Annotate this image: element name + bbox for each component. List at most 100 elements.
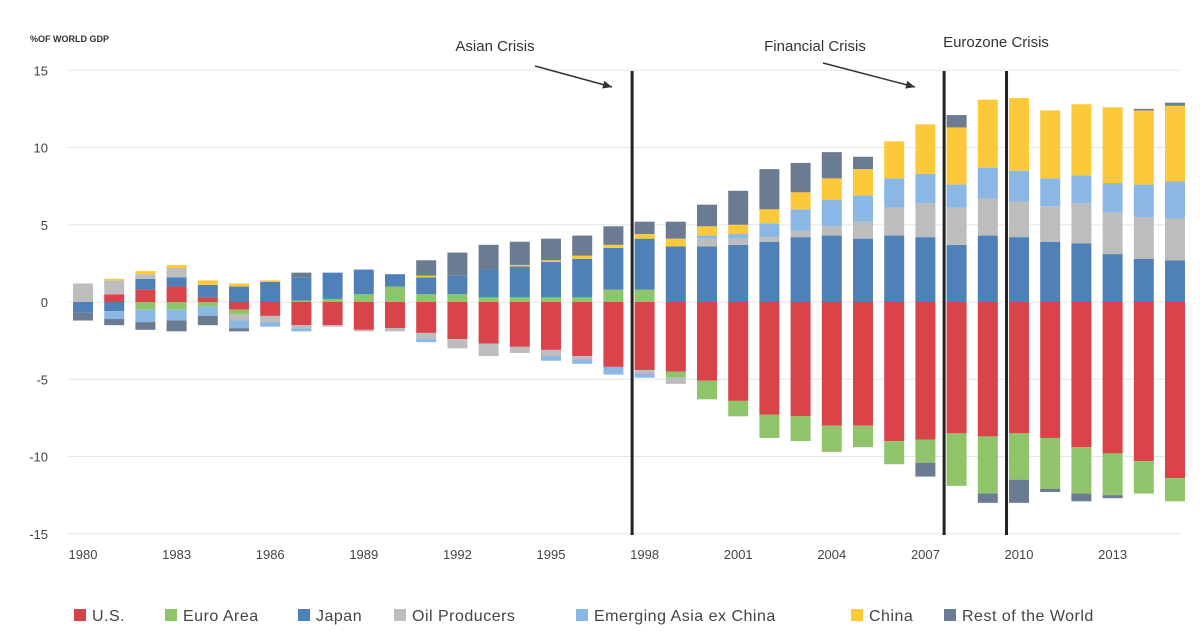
bar-segment	[728, 224, 749, 235]
bar-segment	[572, 255, 593, 259]
legend-label: Rest of the World	[962, 608, 1094, 625]
x-tick-label: 2007	[911, 547, 940, 562]
bar-segment	[1133, 461, 1154, 494]
bar-segment	[1102, 254, 1123, 302]
bar-segment	[353, 329, 374, 332]
bar-segment	[385, 328, 405, 332]
bar-segment	[697, 238, 717, 247]
bar-segment	[1165, 302, 1185, 479]
bar-segment	[197, 280, 218, 286]
y-axis-label: %OF WORLD GDP	[30, 34, 109, 44]
y-tick-label: 0	[41, 295, 48, 310]
bar-segment	[759, 223, 780, 238]
bar-segment	[603, 226, 624, 245]
bar-segment	[821, 302, 842, 426]
bar-segment	[135, 309, 156, 323]
bar-segment	[884, 441, 905, 465]
legend-label: Emerging Asia ex China	[594, 608, 776, 625]
bar-segment	[541, 349, 561, 357]
bar-segment	[229, 328, 249, 332]
y-tick-label: 5	[41, 218, 48, 233]
x-tick-label: 1980	[69, 547, 98, 562]
bar-segment	[135, 278, 156, 290]
bar-segment	[166, 302, 187, 310]
bar-segment	[728, 302, 749, 401]
bar-segment	[541, 356, 561, 361]
bar-segment	[697, 204, 717, 227]
bar-segment	[541, 260, 561, 262]
bar-segment	[385, 302, 405, 329]
bar-segment	[353, 269, 374, 295]
bar-segment	[197, 302, 218, 307]
legend: U.S. Euro Area Japan Oil Producers Emerging …	[74, 608, 1094, 625]
bar-segment	[166, 277, 187, 287]
bar-segment	[353, 294, 374, 302]
bar-segment	[977, 493, 998, 503]
bar-segment	[790, 209, 811, 231]
bar-segment	[665, 302, 686, 372]
crisis-markers: Asian Crisis Financial Crisis Eurozone Cri…	[455, 34, 1049, 535]
bar-segment	[946, 244, 967, 302]
bar-segment	[697, 226, 717, 236]
bar-segment	[884, 207, 905, 236]
bar-segment	[977, 235, 998, 302]
bar-segment	[416, 275, 437, 278]
legend-swatch	[576, 609, 588, 621]
bar-segment	[135, 271, 156, 275]
bar-segment	[166, 264, 187, 269]
bar-segment	[603, 366, 624, 375]
bar-segment	[1133, 108, 1154, 111]
bar-segment	[416, 277, 437, 295]
bar-segment	[946, 302, 967, 434]
gridlines	[68, 69, 1180, 535]
bar-segment	[166, 268, 187, 278]
bar-segment	[1133, 302, 1154, 462]
bar-segment	[478, 269, 499, 298]
bar-segment	[291, 325, 312, 329]
bar-segment	[572, 359, 593, 364]
bar-segment	[572, 302, 593, 357]
bar-segment	[541, 238, 561, 261]
bar-segment	[759, 237, 780, 242]
bar-segment	[946, 127, 967, 185]
bar-segment	[915, 124, 936, 174]
annotation-arrow-line	[822, 62, 916, 88]
bar-segment	[603, 244, 624, 248]
bar-segment	[821, 235, 842, 302]
bar-segment	[915, 173, 936, 204]
bar-segment	[572, 258, 593, 298]
bar-segment	[759, 169, 780, 210]
bar-segment	[1040, 302, 1061, 438]
bar-segment	[260, 302, 281, 316]
bar-segment	[104, 294, 125, 302]
bar-segment	[1071, 302, 1092, 448]
bar-segment	[229, 314, 249, 321]
y-tick-label: -10	[29, 450, 48, 465]
bar-segment	[634, 289, 655, 302]
bar-segment	[697, 380, 717, 400]
bar-segment	[1009, 237, 1029, 302]
y-tick-label: 10	[34, 141, 48, 156]
bar-segment	[104, 278, 125, 281]
bar-segment	[385, 274, 405, 287]
bar-segment	[759, 302, 780, 415]
bar-segment	[1009, 302, 1029, 434]
bar-segment	[728, 238, 749, 245]
bar-segment	[790, 230, 811, 238]
legend-label: Japan	[316, 608, 362, 625]
x-tick-label: 1995	[537, 547, 566, 562]
bar-segment	[322, 302, 343, 326]
legend-swatch	[851, 609, 863, 621]
bar-segment	[229, 302, 249, 310]
bar-segment	[1102, 183, 1123, 213]
bar-segment	[946, 433, 967, 486]
bar-segment	[1102, 212, 1123, 255]
bar-segment	[1009, 201, 1029, 238]
bar-segment	[1040, 437, 1061, 489]
bar-segment	[884, 302, 905, 442]
x-tick-label: 2013	[1098, 547, 1127, 562]
bar-segment	[291, 328, 312, 332]
bar-segment	[634, 373, 655, 378]
bar-segment	[1133, 110, 1154, 185]
x-tick-label: 1986	[256, 547, 285, 562]
